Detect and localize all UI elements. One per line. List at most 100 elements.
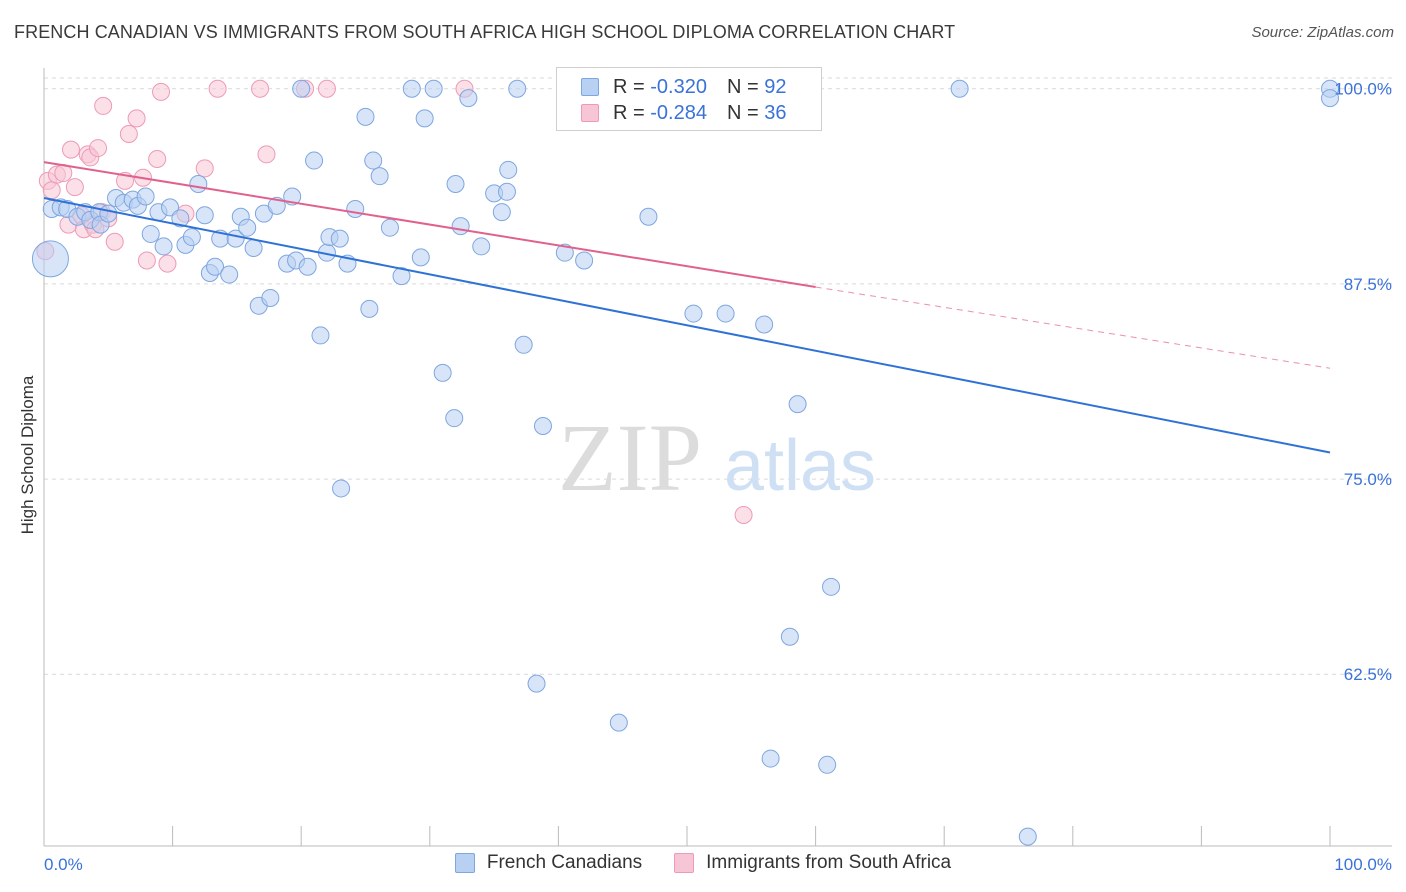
data-point-immigrants xyxy=(148,149,167,168)
series-french-canadians-points xyxy=(31,79,1339,846)
r-value-french-canadians: -0.320 xyxy=(650,75,707,98)
series-legend: French Canadians Immigrants from South A… xyxy=(0,852,1406,874)
data-point-french-canadians xyxy=(402,79,421,98)
data-point-french-canadians xyxy=(514,335,533,354)
grid-lines xyxy=(44,77,1392,675)
data-point-french-canadians xyxy=(822,577,841,596)
data-point-french-canadians xyxy=(415,109,434,128)
data-point-immigrants xyxy=(105,232,124,251)
y-tick-label: 62.5% xyxy=(1344,665,1392,684)
r-value-immigrants: -0.284 xyxy=(650,101,707,124)
blue-swatch xyxy=(581,78,599,96)
data-point-french-canadians xyxy=(161,198,180,217)
y-tick-label: 100.0% xyxy=(1334,80,1392,99)
n-label: N = xyxy=(726,101,759,124)
blue-swatch xyxy=(454,853,475,873)
watermark-atlas: atlas xyxy=(724,426,876,506)
stats-legend: R = -0.320 N = 92 R = -0.284 N = 36 xyxy=(556,67,822,131)
data-point-french-canadians xyxy=(527,674,546,693)
pink-swatch xyxy=(674,853,695,873)
data-point-french-canadians xyxy=(555,243,574,262)
data-point-immigrants xyxy=(195,159,214,178)
data-point-french-canadians xyxy=(424,79,443,98)
data-point-french-canadians xyxy=(639,207,658,226)
data-point-french-canadians xyxy=(788,395,807,414)
data-point-french-canadians xyxy=(292,79,311,98)
legend-row-french-canadians: R = -0.320 N = 92 xyxy=(581,74,786,100)
data-point-immigrants xyxy=(42,181,61,200)
data-point-immigrants xyxy=(158,254,177,273)
data-point-immigrants xyxy=(208,79,227,98)
data-point-french-canadians xyxy=(206,257,225,276)
data-point-french-canadians xyxy=(818,755,837,774)
data-point-immigrants xyxy=(152,82,171,101)
data-point-french-canadians xyxy=(182,228,201,247)
data-point-french-canadians xyxy=(472,237,491,256)
data-point-french-canadians xyxy=(451,217,470,236)
n-value-immigrants: 36 xyxy=(764,101,787,124)
data-point-immigrants xyxy=(257,145,276,164)
data-point-french-canadians xyxy=(244,238,263,257)
trend-lines xyxy=(43,161,1331,454)
data-point-french-canadians xyxy=(195,206,214,225)
chart-title: FRENCH CANADIAN VS IMMIGRANTS FROM SOUTH… xyxy=(14,22,956,42)
data-point-french-canadians xyxy=(346,199,365,218)
tick-labels: 62.5% 75.0% 87.5% 100.0% 0.0% 100.0% xyxy=(44,80,1392,874)
data-point-french-canadians xyxy=(492,203,511,222)
data-point-french-canadians xyxy=(533,416,552,435)
data-point-french-canadians xyxy=(364,151,383,170)
legend-label-french-canadians: French Canadians xyxy=(486,852,643,873)
data-point-french-canadians xyxy=(446,174,465,193)
data-point-french-canadians xyxy=(780,627,799,646)
data-point-french-canadians xyxy=(761,749,780,768)
data-point-french-canadians xyxy=(445,409,464,428)
data-point-french-canadians xyxy=(189,174,208,193)
data-point-immigrants xyxy=(317,79,336,98)
data-point-french-canadians xyxy=(499,160,518,179)
n-value-french-canadians: 92 xyxy=(764,75,787,98)
data-point-immigrants xyxy=(251,79,270,98)
legend-label-immigrants: Immigrants from South Africa xyxy=(706,852,952,873)
data-point-french-canadians xyxy=(330,229,349,248)
data-point-immigrants xyxy=(62,140,81,159)
data-point-french-canadians xyxy=(716,304,735,323)
trend-line-french-canadians xyxy=(43,197,1331,454)
legend-item-french-canadians[interactable]: French Canadians xyxy=(454,852,643,874)
n-label: N = xyxy=(726,75,759,98)
data-point-french-canadians xyxy=(99,204,118,223)
data-point-french-canadians xyxy=(459,89,478,108)
data-point-french-canadians xyxy=(238,218,257,237)
data-point-french-canadians xyxy=(575,251,594,270)
data-point-french-canadians xyxy=(311,326,330,345)
data-point-french-canadians xyxy=(609,713,628,732)
r-label: R = xyxy=(613,75,645,98)
data-point-french-canadians xyxy=(950,79,969,98)
data-point-french-canadians xyxy=(380,218,399,237)
data-point-immigrants xyxy=(127,109,146,128)
data-point-immigrants xyxy=(734,505,753,524)
x-tick-label: 0.0% xyxy=(44,855,83,874)
data-point-french-canadians xyxy=(356,107,375,126)
data-point-french-canadians xyxy=(392,267,411,286)
data-point-immigrants xyxy=(89,139,108,158)
data-point-french-canadians xyxy=(171,209,190,228)
data-point-immigrants xyxy=(137,251,156,270)
data-point-french-canadians xyxy=(497,182,516,201)
data-point-french-canadians xyxy=(684,304,703,323)
data-point-french-canadians xyxy=(267,196,286,215)
legend-item-immigrants[interactable]: Immigrants from South Africa xyxy=(674,852,951,874)
data-point-french-canadians xyxy=(136,187,155,206)
axes xyxy=(43,68,1392,847)
data-point-french-canadians xyxy=(508,79,527,98)
data-point-french-canadians xyxy=(370,167,389,186)
y-tick-label: 87.5% xyxy=(1344,275,1392,294)
data-point-french-canadians xyxy=(305,151,324,170)
data-point-french-canadians xyxy=(1018,827,1037,846)
data-point-french-canadians xyxy=(154,237,173,256)
data-point-immigrants xyxy=(94,96,113,115)
legend-row-immigrants: R = -0.284 N = 36 xyxy=(581,100,786,126)
data-point-french-canadians xyxy=(261,288,280,307)
source-label: Source: ZipAtlas.com xyxy=(1251,24,1394,41)
y-tick-label: 75.0% xyxy=(1344,470,1392,489)
